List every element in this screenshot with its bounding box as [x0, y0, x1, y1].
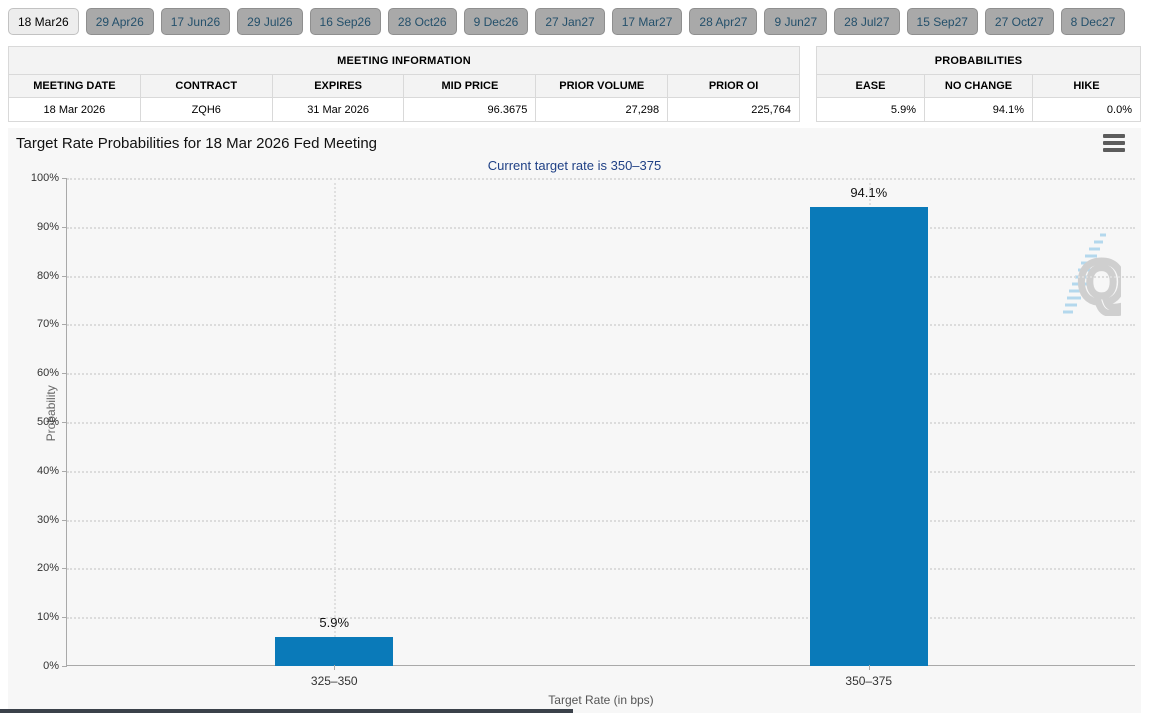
y-axis-tick-label: 30% [36, 513, 59, 526]
meeting-information-column-header: MEETING DATE [8, 74, 141, 98]
hamburger-menu-icon[interactable] [1103, 134, 1125, 152]
meeting-tab-27-oct27[interactable]: 27 Oct27 [984, 8, 1054, 35]
y-axis-tick-mark [62, 178, 67, 179]
y-axis-tick-label: 100% [30, 172, 59, 184]
y-axis-tick-label: 10% [36, 611, 59, 624]
bottom-footer-strip [0, 709, 573, 713]
x-axis-title: Target Rate (in bps) [548, 693, 654, 707]
meeting-tab-16-sep26[interactable]: 16 Sep26 [309, 8, 381, 35]
chart-title: Target Rate Probabilities for 18 Mar 202… [16, 135, 378, 152]
gridline-horizontal [67, 422, 1135, 424]
meeting-information-column-header: PRIOR OI [667, 74, 800, 98]
gridline-horizontal [67, 178, 1135, 180]
meeting-tab-27-jan27[interactable]: 27 Jan27 [535, 8, 605, 35]
meeting-information-cell: 18 Mar 2026 [8, 97, 141, 122]
meeting-information-column-header: MID PRICE [403, 74, 537, 98]
y-axis-tick-mark [62, 275, 67, 277]
meeting-information-table: MEETING INFORMATION MEETING DATE CONTRACT… [8, 46, 800, 122]
y-axis-title: Probability [44, 384, 59, 441]
meeting-tab-18-mar26[interactable]: 18 Mar26 [8, 8, 79, 35]
gridline-horizontal [67, 373, 1135, 376]
meeting-information-cell: 27,298 [535, 97, 669, 122]
y-axis-tick-mark [62, 568, 67, 570]
bar-value-label: 94.1% [850, 184, 888, 200]
meeting-tab-9-dec26[interactable]: 9 Dec26 [463, 8, 529, 35]
meeting-information-cell: 96.3675 [403, 97, 537, 122]
watermark-q-letter: Q [1079, 250, 1121, 315]
meeting-tab-17-mar27[interactable]: 17 Mar27 [611, 8, 683, 35]
y-axis-tick-mark [62, 373, 67, 375]
probabilities-cell: 94.1% [924, 97, 1033, 122]
gridline-horizontal [67, 226, 1135, 229]
meeting-information-header-row: MEETING DATE CONTRACT EXPIRES MID PRICE PRIO… [8, 74, 800, 98]
x-axis-category-label: 350–375 [845, 674, 893, 688]
gridline-horizontal [67, 324, 1135, 327]
meeting-information-value-row: 18 Mar 2026 ZQH6 31 Mar 2026 96.3675 27,298 2… [8, 97, 800, 122]
meeting-tab-29-apr26[interactable]: 29 Apr26 [85, 8, 154, 35]
y-axis-tick-mark [62, 470, 67, 472]
probabilities-column-header: NO CHANGE [924, 74, 1033, 98]
probability-bar-350–375[interactable] [809, 206, 928, 666]
meeting-information-column-header: CONTRACT [139, 74, 273, 98]
y-axis-tick-label: 90% [36, 220, 59, 233]
hamburger-bar [1103, 141, 1125, 145]
hamburger-bar [1103, 148, 1125, 152]
gridline-horizontal [67, 470, 1135, 473]
probabilities-header-row: EASE NO CHANGE HIKE [816, 74, 1141, 98]
meeting-tab-9-jun27[interactable]: 9 Jun27 [764, 8, 828, 35]
meeting-information-cell: 225,764 [667, 97, 800, 122]
meeting-information-cell: ZQH6 [139, 97, 273, 122]
y-axis-tick-mark [62, 519, 67, 521]
probabilities-cell: 5.9% [816, 97, 925, 122]
probability-bar-325–350[interactable] [275, 637, 394, 666]
meeting-information-column-header: PRIOR VOLUME [535, 74, 669, 98]
y-axis-tick-mark [62, 666, 67, 667]
y-axis-tick-label: 70% [36, 318, 59, 331]
y-axis-tick-label: 40% [36, 464, 59, 477]
y-axis-tick-label: 20% [36, 562, 59, 575]
y-axis-tick-mark [62, 324, 67, 326]
chart-subtitle: Current target rate is 350–375 [487, 158, 662, 173]
bar-chart-plot-area: Probability Target Rate (in bps) Q 0% 10%… [31, 172, 1135, 707]
gridline-horizontal [67, 617, 1135, 620]
probabilities-value-row: 5.9% 94.1% 0.0% [816, 97, 1141, 122]
gridline-horizontal [67, 519, 1135, 522]
probabilities-table: PROBABILITIES EASE NO CHANGE HIKE 5.9% 94.1… [816, 46, 1141, 122]
probabilities-cell: 0.0% [1032, 97, 1141, 122]
hamburger-bar [1103, 134, 1125, 138]
y-axis-tick-label: 60% [36, 367, 59, 380]
x-axis-tick-mark [334, 665, 336, 670]
meeting-tab-17-jun26[interactable]: 17 Jun26 [160, 8, 231, 35]
gridline-horizontal [67, 275, 1135, 278]
meeting-information-title: MEETING INFORMATION [8, 46, 800, 75]
meeting-tab-28-oct26[interactable]: 28 Oct26 [387, 8, 457, 35]
gridline-vertical [334, 178, 337, 665]
meeting-tab-28-jul27[interactable]: 28 Jul27 [834, 8, 900, 35]
meeting-date-tabbar: 18 Mar26 29 Apr26 17 Jun26 29 Jul26 16 Sep26… [8, 8, 1126, 35]
y-axis-tick-label: 0% [43, 660, 59, 672]
probabilities-column-header: EASE [816, 74, 925, 98]
gridline-horizontal [67, 568, 1135, 571]
y-axis-tick-label: 50% [36, 416, 59, 428]
x-axis-category-label: 325–350 [310, 674, 358, 688]
y-axis-tick-mark [62, 422, 67, 423]
probabilities-column-header: HIKE [1032, 74, 1141, 98]
y-axis-tick-label: 80% [36, 269, 59, 282]
target-rate-chart-panel: Target Rate Probabilities for 18 Mar 202… [8, 128, 1141, 713]
probabilities-title: PROBABILITIES [816, 46, 1141, 75]
meeting-tab-29-jul26[interactable]: 29 Jul26 [237, 8, 303, 35]
meeting-tab-8-dec27[interactable]: 8 Dec27 [1060, 8, 1126, 35]
quikstrike-watermark-icon: Q [1063, 233, 1121, 316]
meeting-information-cell: 31 Mar 2026 [271, 97, 405, 122]
bar-value-label: 5.9% [319, 615, 350, 631]
y-axis-tick-mark [62, 226, 67, 228]
y-axis-tick-mark [62, 617, 67, 619]
x-axis-tick-mark [868, 665, 870, 670]
meeting-information-column-header: EXPIRES [271, 74, 405, 98]
meeting-tab-28-apr27[interactable]: 28 Apr27 [689, 8, 758, 35]
meeting-tab-15-sep27[interactable]: 15 Sep27 [906, 8, 978, 35]
